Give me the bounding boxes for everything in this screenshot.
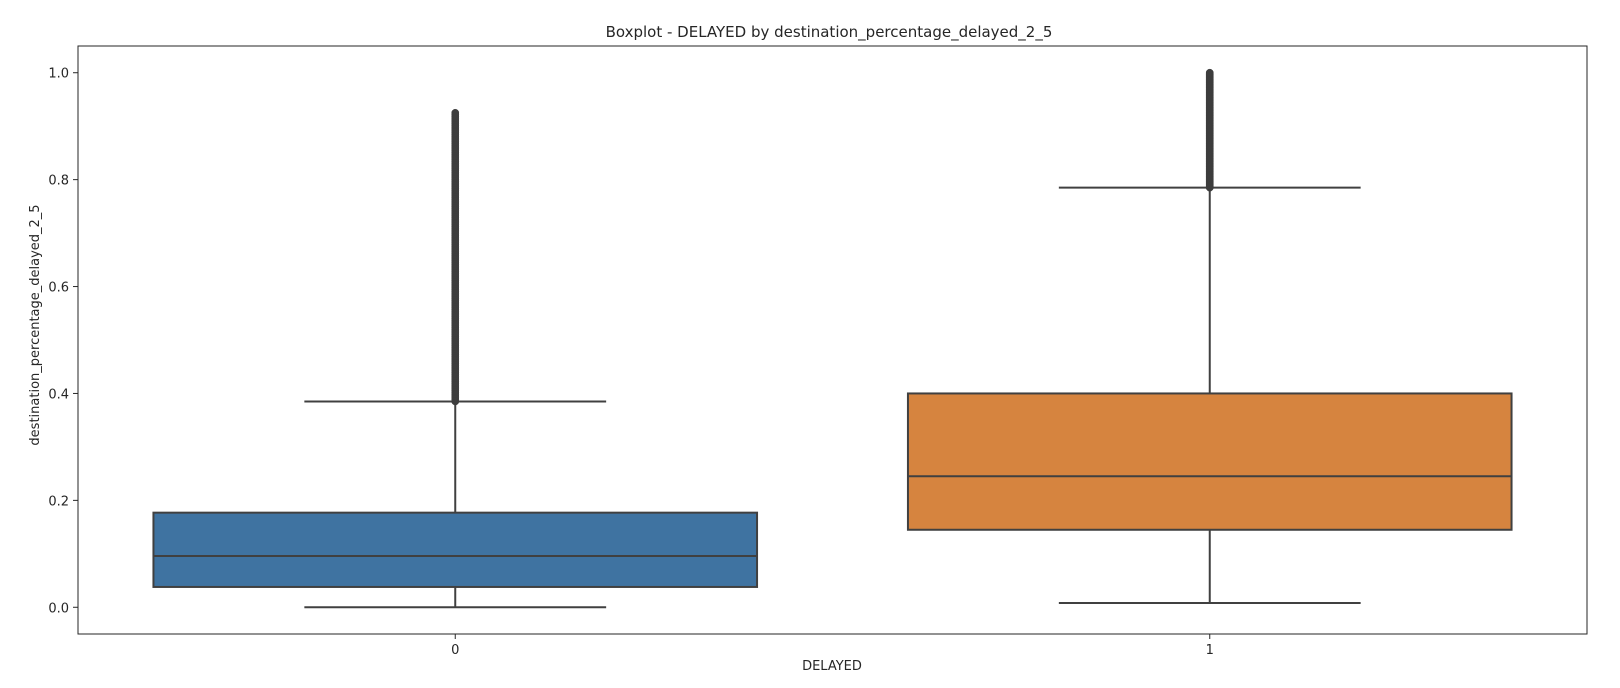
y-tick-label: 0.6 — [48, 281, 69, 296]
chart-title: Boxplot - DELAYED by destination_percent… — [606, 23, 1053, 42]
outliers-0 — [451, 108, 460, 406]
x-axis-label: DELAYED — [802, 659, 862, 674]
outlier-point — [451, 108, 460, 117]
y-tick-label: 0.0 — [48, 601, 69, 616]
outliers-1 — [1205, 68, 1214, 192]
y-tick-label: 0.8 — [48, 174, 69, 189]
plot-frame — [77, 45, 1588, 635]
box-0 — [152, 511, 759, 588]
x-tick-label: 0 — [451, 643, 459, 658]
y-tick-label: 0.4 — [48, 387, 69, 402]
y-tick-label: 0.2 — [48, 494, 69, 509]
axes: 0.0 0.2 0.4 0.6 0.8 1.0 0 1 — [48, 67, 1214, 658]
box-group-0 — [152, 108, 759, 609]
box-1 — [906, 392, 1513, 531]
box-group-1 — [906, 68, 1513, 604]
outlier-point — [1205, 68, 1214, 77]
y-tick-label: 1.0 — [48, 67, 69, 82]
plot-area — [152, 68, 1513, 609]
x-tick-label: 1 — [1206, 643, 1214, 658]
y-axis-label: destination_percentage_delayed_2_5 — [28, 204, 43, 445]
